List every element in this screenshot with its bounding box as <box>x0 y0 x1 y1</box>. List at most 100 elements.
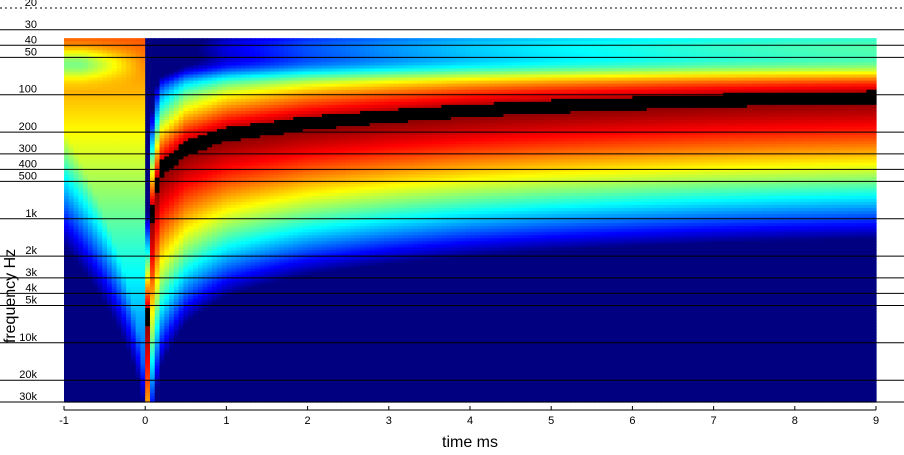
heatmap-cell <box>116 326 122 330</box>
heatmap-cell <box>83 356 89 361</box>
heatmap-cell <box>64 89 70 94</box>
heatmap-cell <box>64 168 70 173</box>
heatmap-cell <box>87 392 94 397</box>
heatmap-cell <box>97 326 103 330</box>
heatmap-cell <box>87 259 94 264</box>
heatmap-cell <box>73 156 79 161</box>
heatmap-cell <box>73 44 79 48</box>
heatmap-cell <box>68 314 75 318</box>
heatmap-cell <box>121 395 127 400</box>
heatmap-cell <box>111 126 118 130</box>
heatmap-cell <box>68 98 75 103</box>
heatmap-cell <box>102 253 108 258</box>
heatmap-cell <box>111 86 118 91</box>
heatmap-cell <box>116 329 122 333</box>
heatmap-cell <box>64 271 70 276</box>
heatmap-cell <box>87 289 94 294</box>
heatmap-cell <box>68 323 75 327</box>
heatmap-cell <box>126 107 132 112</box>
heatmap-cell <box>87 162 94 167</box>
heatmap-cell <box>68 329 75 333</box>
heatmap-cell <box>121 265 127 270</box>
heatmap-cell <box>68 95 75 100</box>
heatmap-cell <box>126 41 132 45</box>
heatmap-cell <box>106 210 113 215</box>
heatmap-cell <box>78 168 84 173</box>
heatmap-cell <box>92 374 99 379</box>
heatmap-cell <box>92 238 99 242</box>
heatmap-cell <box>116 311 122 315</box>
heatmap-cell <box>121 317 127 321</box>
heatmap-cell <box>73 226 79 230</box>
heatmap-cell <box>87 371 94 376</box>
heatmap-cell <box>64 220 70 224</box>
heatmap-cell <box>126 180 132 185</box>
heatmap-cell <box>92 101 99 106</box>
heatmap-cell <box>68 65 75 70</box>
heatmap-cell <box>78 283 84 288</box>
heatmap-cell <box>116 198 122 203</box>
heatmap-cell <box>102 104 108 109</box>
heatmap-cell <box>102 338 108 342</box>
heatmap-cell <box>73 268 79 273</box>
heatmap-cell <box>68 210 75 215</box>
heatmap-cell <box>73 398 79 403</box>
heatmap-cell <box>102 59 108 63</box>
heatmap-cell <box>102 335 108 339</box>
heatmap-cell <box>78 244 84 248</box>
heatmap-cell <box>78 83 84 88</box>
heatmap-cell <box>78 159 84 164</box>
heatmap-cell <box>116 210 122 215</box>
heatmap-cell <box>64 311 70 315</box>
heatmap-cell <box>116 304 122 309</box>
heatmap-cell <box>126 271 132 276</box>
heatmap-cell <box>68 386 75 391</box>
heatmap-cell <box>83 177 89 182</box>
heatmap-cell <box>111 183 118 188</box>
heatmap-cell <box>83 120 89 124</box>
heatmap-cell <box>111 241 118 245</box>
heatmap-cell <box>78 259 84 264</box>
heatmap-cell <box>111 98 118 103</box>
heatmap-cell <box>68 295 75 300</box>
heatmap-cell <box>64 153 70 157</box>
heatmap-cell <box>126 120 132 124</box>
heatmap-cell <box>102 274 108 279</box>
heatmap-cell <box>116 223 122 227</box>
heatmap-cell <box>92 223 99 227</box>
heatmap-cell <box>64 41 70 45</box>
heatmap-cell <box>73 277 79 282</box>
heatmap-cell <box>92 320 99 324</box>
heatmap-cell <box>78 89 84 94</box>
heatmap-cell <box>87 50 94 54</box>
heatmap-cell <box>87 201 94 206</box>
heatmap-cell <box>121 41 127 45</box>
heatmap-cell <box>87 83 94 88</box>
heatmap-cell <box>102 214 108 218</box>
heatmap-cell <box>64 265 70 270</box>
heatmap-cell <box>92 256 99 261</box>
heatmap-cell <box>87 353 94 358</box>
heatmap-cell <box>73 47 79 51</box>
heatmap-cell <box>126 268 132 273</box>
heatmap-cell <box>97 50 103 54</box>
heatmap-cell <box>121 186 127 191</box>
heatmap-cell <box>116 162 122 167</box>
heatmap-cell <box>92 123 99 127</box>
heatmap-cell <box>73 192 79 197</box>
heatmap-cell <box>87 389 94 394</box>
heatmap-cell <box>68 168 75 173</box>
heatmap-cell <box>121 180 127 185</box>
heatmap-cell <box>73 71 79 76</box>
heatmap-cell <box>111 392 118 397</box>
heatmap-cell <box>121 59 127 63</box>
heatmap-cell <box>116 368 122 373</box>
heatmap-cell <box>116 323 122 327</box>
heatmap-cell <box>126 262 132 267</box>
heatmap-cell <box>92 286 99 291</box>
heatmap-cell <box>106 204 113 209</box>
heatmap-cell <box>102 392 108 397</box>
heatmap-cell <box>126 253 132 258</box>
heatmap-cell <box>83 98 89 103</box>
heatmap-cell <box>126 62 132 67</box>
